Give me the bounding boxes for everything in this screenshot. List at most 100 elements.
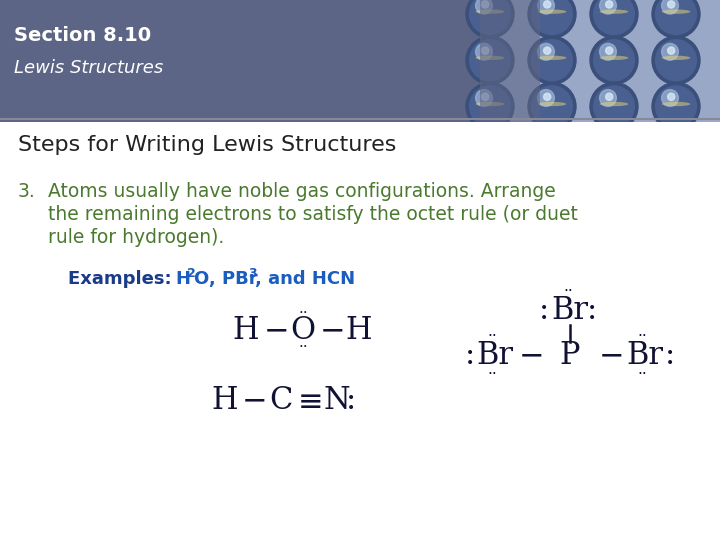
Circle shape [538,90,554,106]
Circle shape [528,36,576,84]
Circle shape [466,36,514,84]
Text: $-$: $-$ [319,315,343,346]
Circle shape [600,0,616,14]
Circle shape [482,93,489,100]
Circle shape [544,93,551,100]
Text: Br: Br [552,295,588,326]
Text: C: C [269,384,293,416]
Text: ··: ·· [563,284,572,299]
Text: :: : [465,340,475,371]
Circle shape [652,36,700,84]
Text: H: H [346,315,372,346]
Text: $-$: $-$ [518,340,542,371]
Bar [480,0,720,122]
Ellipse shape [662,10,690,14]
Ellipse shape [600,102,629,106]
Text: the remaining electrons to satisfy the octet rule (or duet: the remaining electrons to satisfy the o… [48,205,578,225]
Circle shape [606,47,613,54]
Text: , and HCN: , and HCN [255,271,355,288]
Circle shape [600,43,616,60]
Text: $-$: $-$ [263,315,287,346]
Circle shape [476,90,492,106]
Text: H: H [175,271,190,288]
Circle shape [652,0,700,38]
Circle shape [531,0,572,35]
Text: :: : [587,295,597,326]
Circle shape [466,82,514,131]
Circle shape [667,1,675,8]
Text: 3.: 3. [18,183,36,201]
Circle shape [652,82,700,131]
Text: rule for hydrogen).: rule for hydrogen). [48,228,224,247]
Text: :: : [539,295,549,326]
Text: 3: 3 [248,267,256,280]
Text: Br: Br [477,340,513,371]
Ellipse shape [538,102,567,106]
Text: Section 8.10: Section 8.10 [14,26,151,45]
Circle shape [590,0,638,38]
Circle shape [466,0,514,38]
Circle shape [544,1,551,8]
Ellipse shape [600,56,629,60]
Text: $-$: $-$ [240,384,265,416]
Text: ··: ·· [487,329,497,344]
Circle shape [606,93,613,100]
Text: Examples:: Examples: [68,271,184,288]
Circle shape [593,86,634,127]
Text: ··: ·· [299,306,309,320]
Ellipse shape [538,10,567,14]
Text: Lewis Structures: Lewis Structures [14,59,163,77]
Text: Atoms usually have noble gas configurations. Arrange: Atoms usually have noble gas configurati… [48,183,556,201]
Ellipse shape [476,10,505,14]
Ellipse shape [538,56,567,60]
Ellipse shape [476,56,505,60]
Text: 2: 2 [187,267,196,280]
Text: N: N [323,384,351,416]
Circle shape [531,86,572,127]
Circle shape [656,0,696,35]
Circle shape [593,0,634,35]
Circle shape [656,40,696,81]
Bar [480,0,540,122]
Circle shape [606,1,613,8]
Ellipse shape [476,102,505,106]
Ellipse shape [662,56,690,60]
Text: ··: ·· [637,329,647,344]
Circle shape [593,40,634,81]
Text: H: H [212,384,238,416]
Text: P: P [559,340,580,371]
Circle shape [476,0,492,14]
Text: ··: ·· [487,367,497,382]
Text: O: O [290,315,315,346]
Circle shape [482,1,489,8]
Text: O, PBr: O, PBr [194,271,258,288]
Circle shape [469,40,510,81]
Text: :: : [346,384,356,416]
Text: ··: ·· [299,340,309,354]
Text: :: : [665,340,675,371]
Ellipse shape [662,102,690,106]
Circle shape [667,93,675,100]
Circle shape [538,0,554,14]
Text: $-$: $-$ [598,340,622,371]
Text: $\equiv$: $\equiv$ [292,384,322,416]
Circle shape [469,86,510,127]
Circle shape [482,47,489,54]
Ellipse shape [600,10,629,14]
Circle shape [590,82,638,131]
Circle shape [662,0,678,14]
Text: Steps for Writing Lewis Structures: Steps for Writing Lewis Structures [18,136,397,156]
Circle shape [667,47,675,54]
Circle shape [469,0,510,35]
Text: $\mathdefault{H}$: $\mathdefault{H}$ [232,315,258,346]
Circle shape [476,43,492,60]
Circle shape [590,36,638,84]
Text: Br: Br [626,340,664,371]
Circle shape [528,0,576,38]
Circle shape [600,90,616,106]
Circle shape [528,82,576,131]
Circle shape [544,47,551,54]
Text: ··: ·· [637,367,647,382]
Circle shape [662,90,678,106]
Circle shape [656,86,696,127]
